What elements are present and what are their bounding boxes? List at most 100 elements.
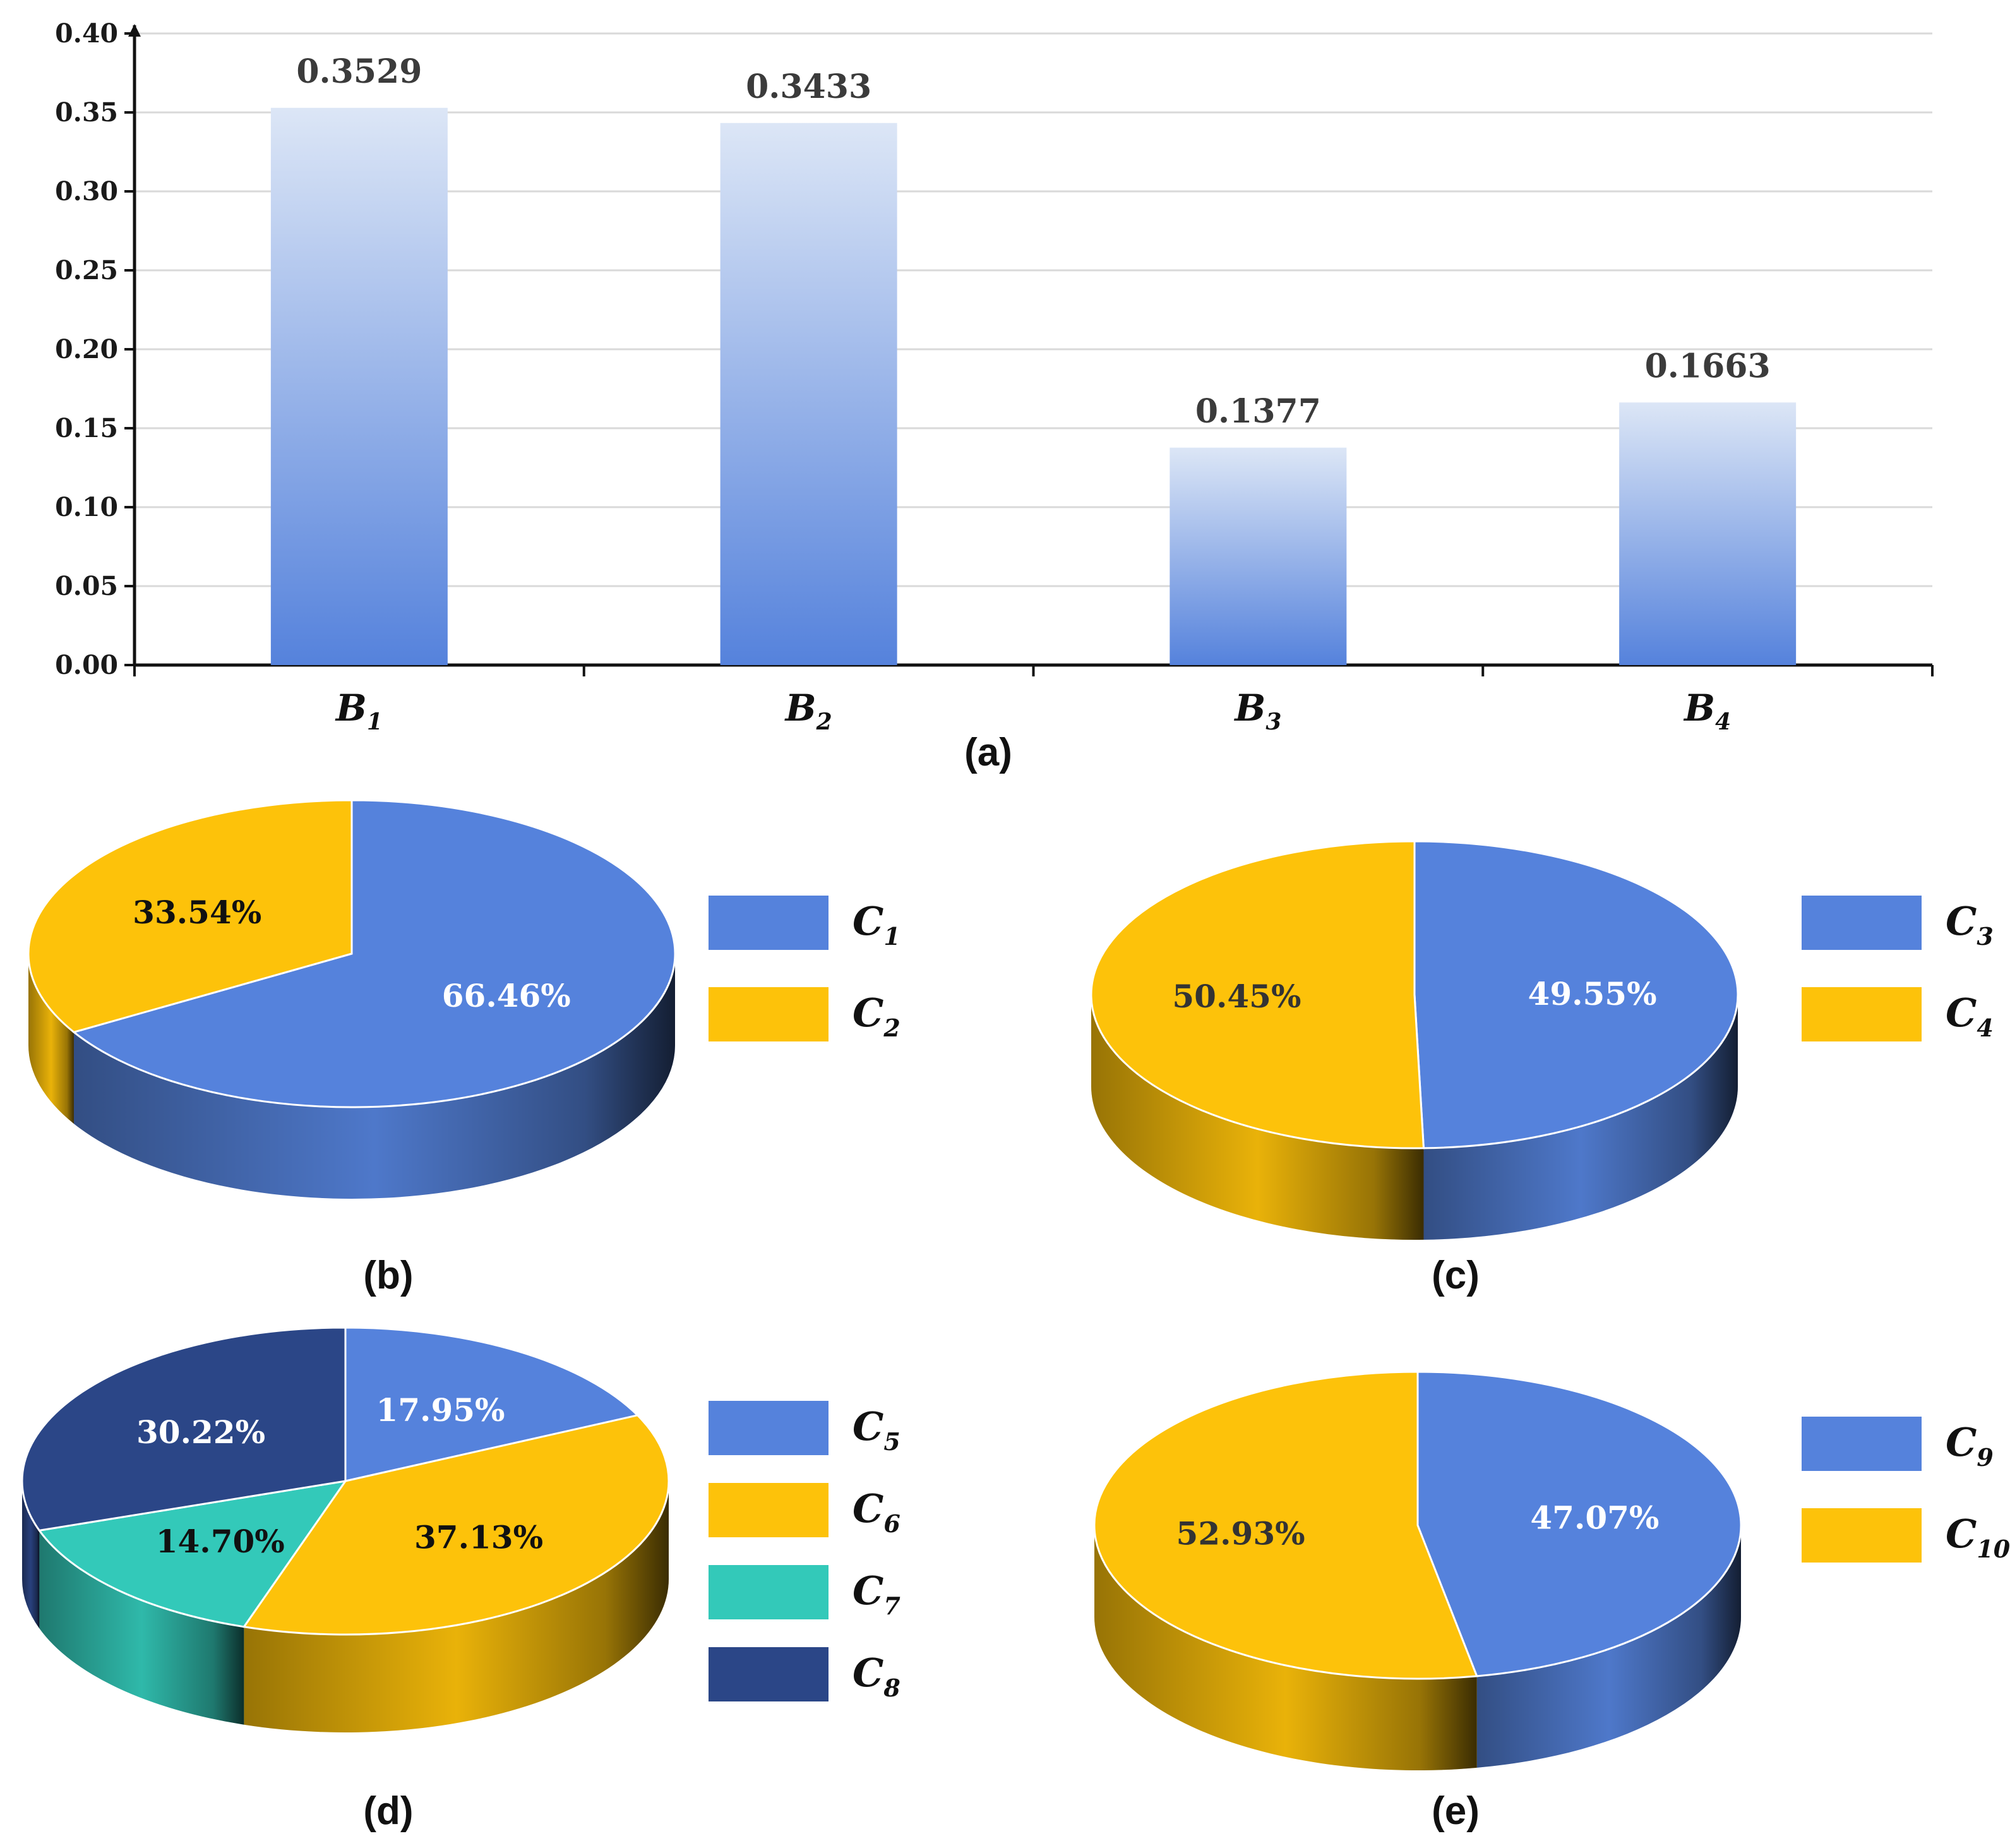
x-tick-label-main: B [335,687,367,729]
x-tick-label-main: B [1683,687,1715,729]
caption: (d) [363,1789,413,1833]
legend-label-sub: 4 [1977,1014,1993,1042]
legend-swatch [709,1483,829,1537]
legend-label-sub: 3 [1977,922,1993,951]
legend-label: C8 [852,1650,900,1702]
pie-slice [1090,840,1425,1149]
pie-data-label: 52.93% [1176,1515,1305,1552]
pie-data-label: 30.22% [136,1413,265,1451]
data-label: 0.3433 [746,68,871,106]
legend-label-sub: 8 [883,1674,900,1702]
legend-swatch [709,1647,829,1701]
y-axis-arrow [128,24,141,37]
x-tick-label: B2 [784,687,832,735]
pie-side-shade [1476,1525,1741,1768]
x-tick-label: B3 [1233,687,1281,735]
legend-swatch [1802,987,1922,1041]
pie-slice [37,1479,348,1628]
legend-label-sub: 6 [883,1509,900,1538]
bar [720,123,897,665]
y-tick-label: 0.25 [55,255,118,285]
data-label: 0.3529 [296,52,422,91]
y-tick-label: 0.40 [55,18,118,49]
legend-swatch [709,1565,829,1619]
legend-label: C1 [852,898,900,951]
legend-label: C9 [1946,1419,1994,1472]
legend-label-sub: 10 [1977,1535,2010,1563]
legend-swatch [1802,1508,1922,1563]
x-tick-label: B1 [335,687,383,735]
pie-data-label: 49.55% [1528,975,1657,1012]
pie-data-label: 37.13% [414,1518,543,1556]
bar [1170,447,1347,665]
legend-label-main: C [1946,990,1977,1036]
legend-label: C3 [1946,898,1994,951]
caption-a: (a) [964,731,1012,774]
legend-swatch [709,896,829,950]
pie-side-shade [39,1530,244,1725]
legend-label: C4 [1946,990,1994,1042]
pie-data-label: 47.07% [1530,1499,1659,1537]
bar-chart-a: 0.00 0.05 0.10 0.15 0.20 0.25 0.30 0.35 0.40 0.35… [55,18,1934,774]
legend-label-main: C [852,1650,883,1696]
data-label: 0.1663 [1645,347,1771,385]
caption: (e) [1432,1789,1480,1833]
legend-label-sub: 7 [883,1592,900,1620]
pie-slice [27,799,353,1033]
legend-swatch [1802,896,1922,950]
y-tick-label: 0.35 [55,97,118,128]
x-tick-label-main: B [1233,687,1265,729]
legend-label: C2 [852,990,900,1042]
caption: (b) [363,1254,413,1297]
legend-label-main: C [852,990,883,1036]
pie-data-label: 66.46% [442,977,571,1014]
x-tick-label-sub: 4 [1715,709,1731,735]
pie-data-label: 33.54% [133,894,261,931]
pie-side-shade [1423,995,1738,1240]
pie-slice [1416,1371,1742,1677]
pie-slice [242,1414,670,1636]
y-tick-label: 0.30 [55,176,118,207]
legend-label-main: C [1946,898,1977,944]
pie-slice [344,1326,640,1482]
y-tick-label: 0.00 [55,650,118,680]
legend-label-sub: 2 [883,1014,900,1042]
legend-label: C10 [1946,1511,2010,1563]
legend-label-sub: 9 [1977,1443,1993,1472]
legend-label-main: C [1946,1511,1977,1557]
y-tick-label: 0.05 [55,571,118,601]
legend-label-main: C [852,1568,883,1614]
legend-label-main: C [852,1403,883,1449]
legend-label-sub: 1 [883,922,900,951]
legend-label-main: C [852,1485,883,1532]
pie-side-shade [73,954,676,1199]
data-label: 0.1377 [1195,392,1321,431]
x-tick-label-main: B [784,687,817,729]
pie-data-label: 50.45% [1172,978,1301,1015]
pie-side-shade [244,1481,669,1732]
caption: (c) [1432,1254,1480,1297]
pie-slice [1093,1371,1478,1680]
bar [270,107,448,665]
y-tick-label: 0.20 [55,334,118,364]
legend-swatch [709,987,829,1041]
pie-side-shade [28,954,74,1124]
x-tick-label-sub: 3 [1265,709,1281,735]
legend-label-main: C [852,898,883,944]
y-tick-label: 0.15 [55,413,118,443]
pie-slice [1413,840,1739,1149]
pie-side-shade [1091,995,1424,1240]
bar [1619,402,1797,665]
legend-swatch [709,1401,829,1455]
pie-slice [71,799,676,1108]
pie-side-shade [22,1481,40,1629]
legend-label-main: C [1946,1419,1977,1465]
x-tick-label: B4 [1683,687,1731,735]
legend-label: C6 [852,1485,900,1538]
pie-data-label: 14.70% [156,1523,285,1560]
